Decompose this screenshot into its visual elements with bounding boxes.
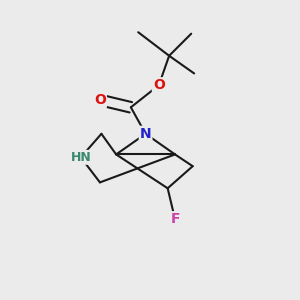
Text: O: O bbox=[94, 93, 106, 107]
Text: F: F bbox=[170, 212, 180, 226]
Text: HN: HN bbox=[70, 151, 91, 164]
Text: O: O bbox=[153, 78, 165, 92]
Text: N: N bbox=[140, 127, 152, 141]
